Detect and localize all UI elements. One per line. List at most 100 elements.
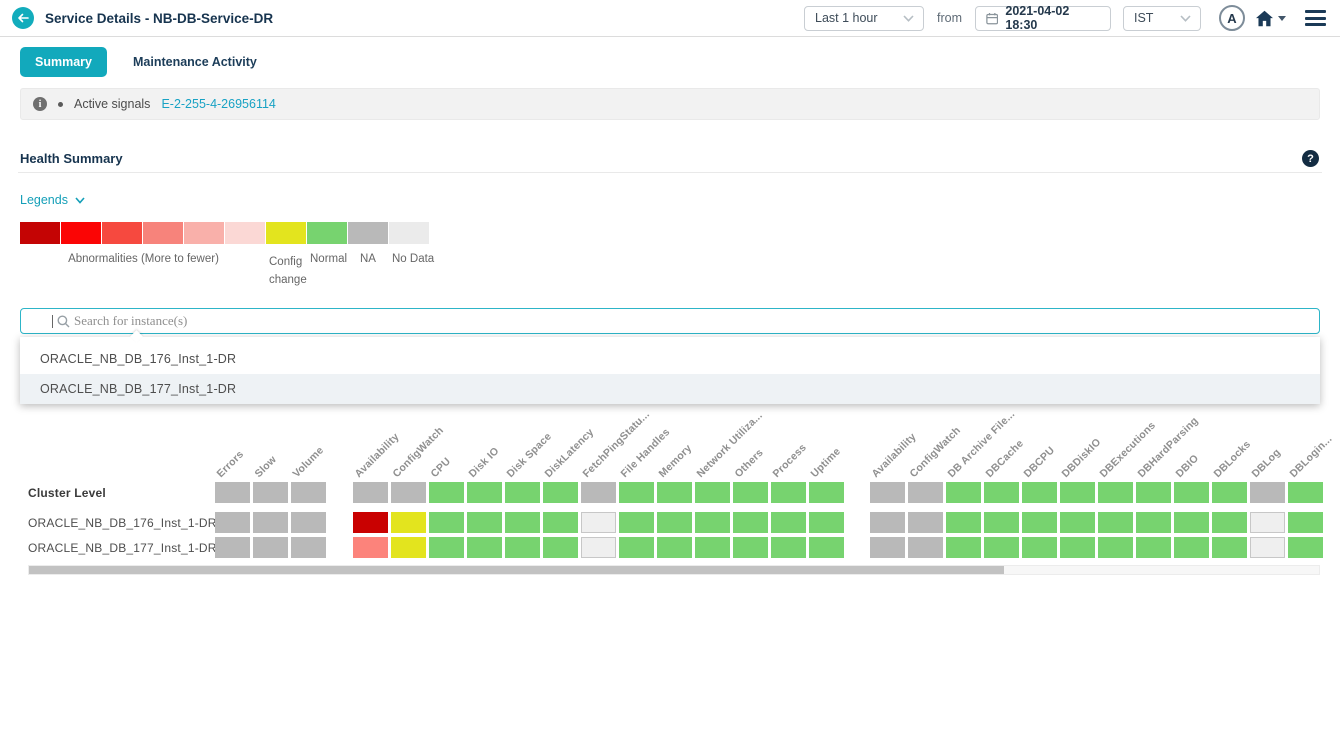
heatmap-cell[interactable] <box>1250 537 1285 558</box>
heatmap-cell[interactable] <box>870 482 905 503</box>
heatmap-cell[interactable] <box>984 482 1019 503</box>
heatmap-cell[interactable] <box>429 512 464 533</box>
heatmap-cell[interactable] <box>1060 482 1095 503</box>
heatmap-cell[interactable] <box>695 537 730 558</box>
heatmap-cell[interactable] <box>1022 512 1057 533</box>
heatmap-cell[interactable] <box>809 482 844 503</box>
heatmap-cell[interactable] <box>946 512 981 533</box>
heatmap-cell[interactable] <box>1212 537 1247 558</box>
heatmap-cell[interactable] <box>870 512 905 533</box>
heatmap-cell[interactable] <box>581 512 616 533</box>
heatmap-cell[interactable] <box>215 537 250 558</box>
heatmap-cell[interactable] <box>1288 537 1323 558</box>
heatmap-cell[interactable] <box>429 537 464 558</box>
heatmap-cell[interactable] <box>984 512 1019 533</box>
help-icon[interactable]: ? <box>1302 150 1319 167</box>
heatmap-cell[interactable] <box>1098 482 1133 503</box>
heatmap-cell[interactable] <box>253 537 288 558</box>
heatmap-cell[interactable] <box>291 537 326 558</box>
heatmap-cell[interactable] <box>619 537 654 558</box>
heatmap-cell[interactable] <box>908 482 943 503</box>
heatmap-cell[interactable] <box>581 482 616 503</box>
avatar[interactable]: A <box>1219 5 1245 31</box>
heatmap-cell[interactable] <box>946 537 981 558</box>
timezone-select[interactable]: IST <box>1123 5 1201 31</box>
heatmap-cell[interactable] <box>429 482 464 503</box>
heatmap-cell[interactable] <box>505 537 540 558</box>
suggestion-item[interactable]: ORACLE_NB_DB_176_Inst_1-DR <box>40 352 237 366</box>
home-menu[interactable] <box>1255 10 1286 27</box>
heatmap-cell[interactable] <box>1174 512 1209 533</box>
heatmap-cell[interactable] <box>1136 512 1171 533</box>
heatmap-cell[interactable] <box>908 537 943 558</box>
heatmap-cell[interactable] <box>505 482 540 503</box>
heatmap-cell[interactable] <box>809 512 844 533</box>
heatmap-cell[interactable] <box>467 512 502 533</box>
heatmap-cell[interactable] <box>619 482 654 503</box>
heatmap-cell[interactable] <box>1288 482 1323 503</box>
hamburger-menu-icon[interactable] <box>1305 10 1326 26</box>
heatmap-cell[interactable] <box>1250 512 1285 533</box>
back-button[interactable] <box>12 7 34 29</box>
horizontal-scrollbar-thumb[interactable] <box>29 566 1004 574</box>
heatmap-cell[interactable] <box>1022 482 1057 503</box>
heatmap-cell[interactable] <box>1174 537 1209 558</box>
heatmap-cell[interactable] <box>543 512 578 533</box>
heatmap-cell[interactable] <box>1098 512 1133 533</box>
heatmap-cell[interactable] <box>619 512 654 533</box>
heatmap-cell[interactable] <box>291 482 326 503</box>
heatmap-cell[interactable] <box>353 482 388 503</box>
heatmap-cell[interactable] <box>391 537 426 558</box>
heatmap-cell[interactable] <box>581 537 616 558</box>
heatmap-cell[interactable] <box>353 512 388 533</box>
heatmap-cell[interactable] <box>733 482 768 503</box>
heatmap-cell[interactable] <box>1060 512 1095 533</box>
heatmap-cell[interactable] <box>809 537 844 558</box>
horizontal-scrollbar-track[interactable] <box>28 565 1320 575</box>
tab-summary[interactable]: Summary <box>20 47 107 77</box>
heatmap-cell[interactable] <box>657 537 692 558</box>
heatmap-cell[interactable] <box>353 537 388 558</box>
heatmap-cell[interactable] <box>1250 482 1285 503</box>
heatmap-cell[interactable] <box>771 512 806 533</box>
heatmap-cell[interactable] <box>946 482 981 503</box>
heatmap-cell[interactable] <box>1098 537 1133 558</box>
heatmap-cell[interactable] <box>657 512 692 533</box>
heatmap-cell[interactable] <box>543 482 578 503</box>
datetime-picker[interactable]: 2021-04-02 18:30 <box>975 4 1111 32</box>
heatmap-cell[interactable] <box>771 537 806 558</box>
heatmap-cell[interactable] <box>543 537 578 558</box>
heatmap-cell[interactable] <box>505 512 540 533</box>
heatmap-cell[interactable] <box>253 482 288 503</box>
heatmap-cell[interactable] <box>1288 512 1323 533</box>
heatmap-cell[interactable] <box>1174 482 1209 503</box>
heatmap-cell[interactable] <box>733 537 768 558</box>
heatmap-cell[interactable] <box>467 482 502 503</box>
heatmap-cell[interactable] <box>908 512 943 533</box>
suggestion-item[interactable]: ORACLE_NB_DB_177_Inst_1-DR <box>20 374 1320 404</box>
heatmap-cell[interactable] <box>467 537 502 558</box>
heatmap-cell[interactable] <box>1212 512 1247 533</box>
search-input[interactable] <box>21 309 1319 333</box>
heatmap-cell[interactable] <box>291 512 326 533</box>
heatmap-cell[interactable] <box>391 512 426 533</box>
heatmap-cell[interactable] <box>1212 482 1247 503</box>
heatmap-cell[interactable] <box>733 512 768 533</box>
heatmap-cell[interactable] <box>253 512 288 533</box>
heatmap-cell[interactable] <box>391 482 426 503</box>
heatmap-cell[interactable] <box>870 537 905 558</box>
heatmap-cell[interactable] <box>1136 537 1171 558</box>
heatmap-cell[interactable] <box>984 537 1019 558</box>
heatmap-cell[interactable] <box>215 512 250 533</box>
heatmap-cell[interactable] <box>771 482 806 503</box>
active-signals-link[interactable]: E-2-255-4-26956114 <box>161 97 276 111</box>
legends-toggle[interactable]: Legends <box>20 193 85 207</box>
heatmap-cell[interactable] <box>657 482 692 503</box>
tab-maintenance-activity[interactable]: Maintenance Activity <box>132 55 257 69</box>
heatmap-cell[interactable] <box>695 482 730 503</box>
heatmap-cell[interactable] <box>215 482 250 503</box>
heatmap-cell[interactable] <box>1136 482 1171 503</box>
heatmap-cell[interactable] <box>1060 537 1095 558</box>
time-range-select[interactable]: Last 1 hour <box>804 5 924 31</box>
heatmap-cell[interactable] <box>695 512 730 533</box>
